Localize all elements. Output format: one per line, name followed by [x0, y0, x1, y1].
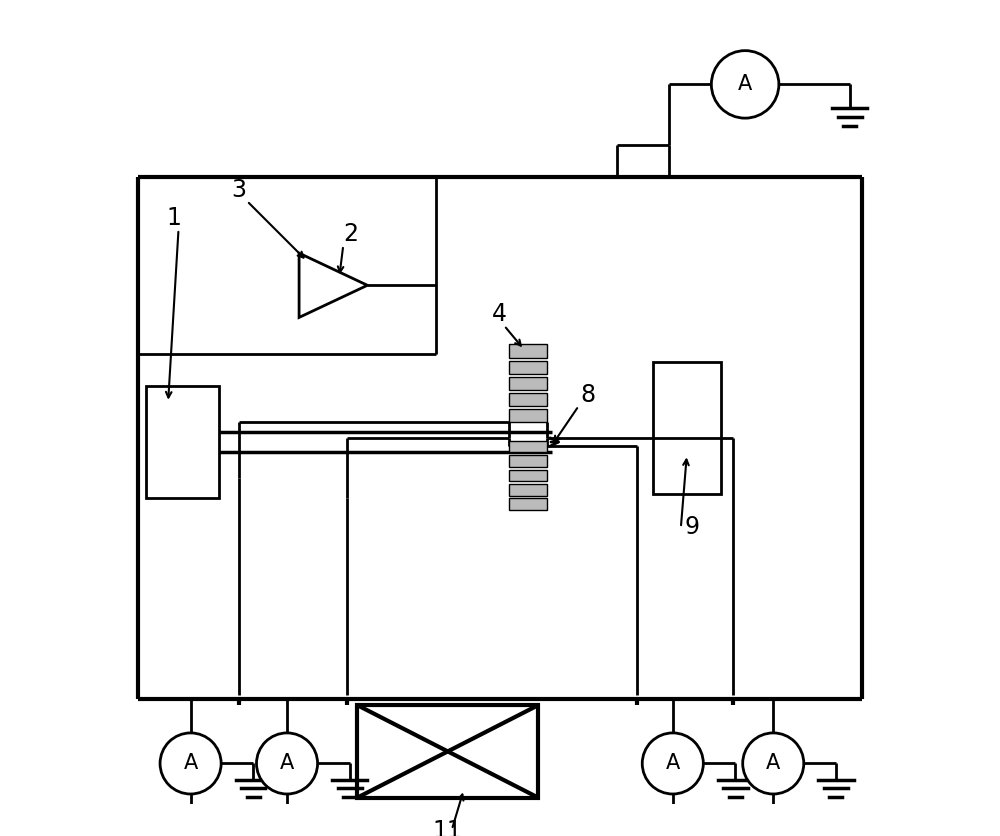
- Bar: [146, 385, 219, 498]
- Text: 1: 1: [166, 206, 181, 230]
- Text: 2: 2: [343, 222, 358, 246]
- Text: 9: 9: [685, 516, 700, 539]
- Text: A: A: [766, 753, 780, 773]
- Text: A: A: [738, 74, 752, 94]
- Bar: [509, 393, 547, 405]
- Bar: [509, 470, 547, 482]
- Bar: [509, 409, 547, 422]
- Text: 8: 8: [580, 383, 595, 407]
- Text: A: A: [666, 753, 680, 773]
- Bar: [653, 362, 721, 494]
- Bar: [509, 344, 547, 358]
- Text: 4: 4: [492, 303, 507, 326]
- Text: A: A: [183, 753, 198, 773]
- Circle shape: [160, 733, 221, 794]
- Bar: [509, 455, 547, 467]
- Text: 3: 3: [231, 178, 246, 201]
- Text: A: A: [280, 753, 294, 773]
- Bar: [509, 376, 547, 390]
- Bar: [509, 441, 547, 452]
- Circle shape: [256, 733, 318, 794]
- Bar: [509, 498, 547, 510]
- Bar: [357, 706, 538, 798]
- Circle shape: [711, 51, 779, 118]
- Circle shape: [743, 733, 804, 794]
- Bar: [509, 360, 547, 374]
- Circle shape: [642, 733, 703, 794]
- Bar: [509, 484, 547, 496]
- Text: 11: 11: [433, 818, 463, 836]
